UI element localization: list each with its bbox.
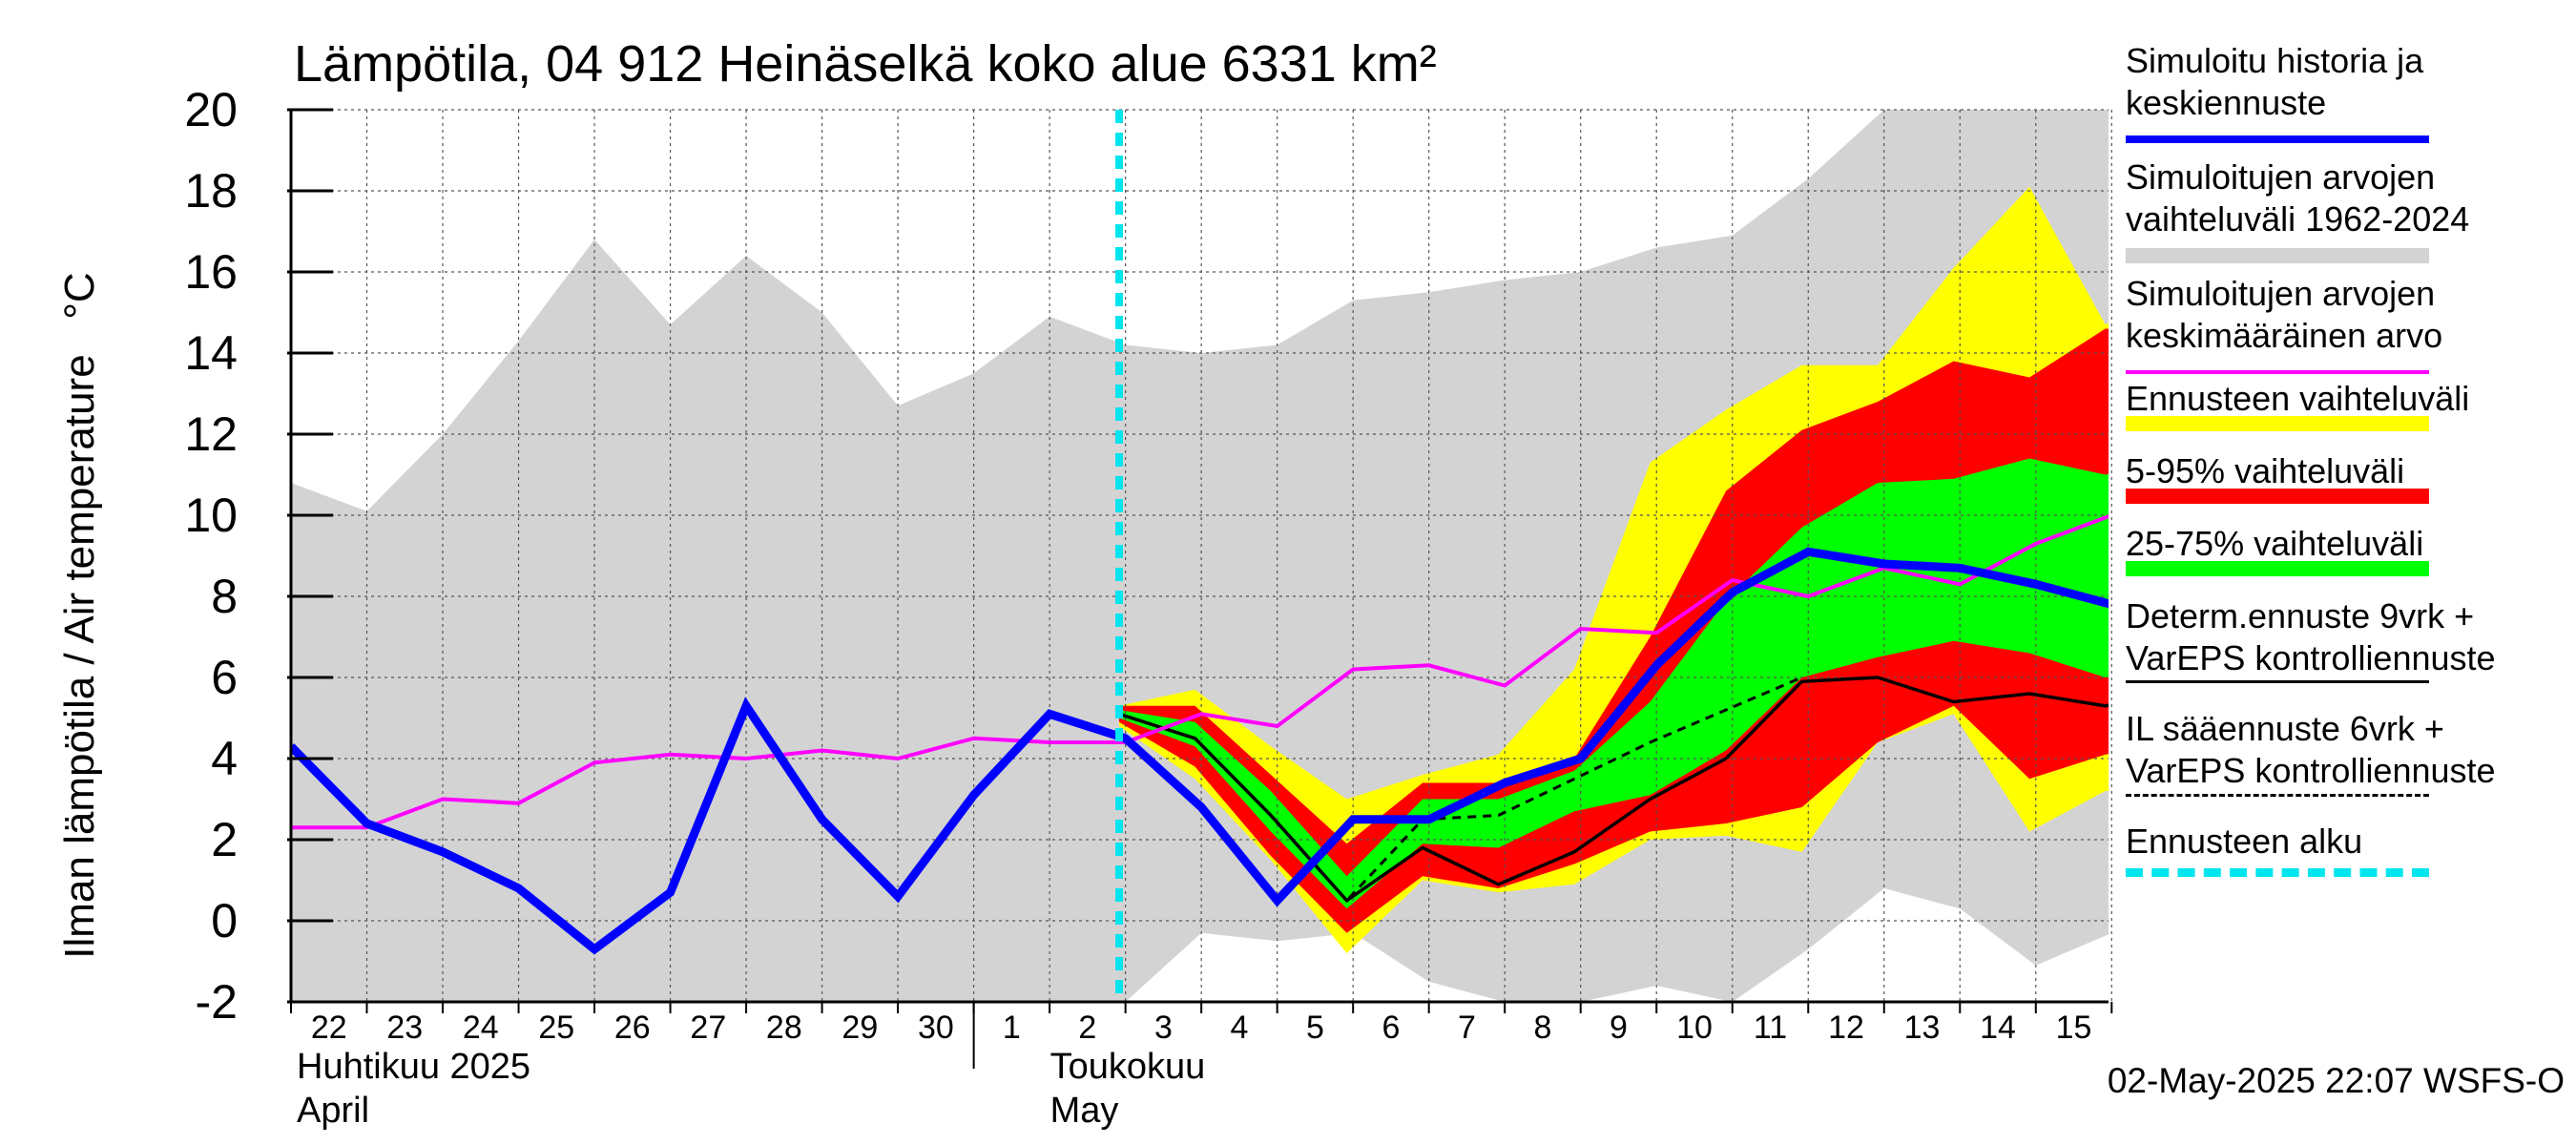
series-il-s-ennuste-6vrk-vareps-kontrolliennuste bbox=[1118, 676, 1803, 904]
legend-swatch bbox=[2126, 370, 2429, 374]
x-tick-label: 3 bbox=[1154, 1010, 1173, 1046]
legend-label: Ennusteen alku bbox=[2126, 822, 2363, 861]
legend-swatch bbox=[2126, 794, 2429, 797]
legend-swatch bbox=[2126, 561, 2429, 576]
y-tick-label: 16 bbox=[184, 245, 238, 299]
series-determ-ennuste-9vrk-vareps-kontrolliennuste bbox=[1118, 676, 2109, 904]
legend-item-simuloitu-historia-ja-keskiennuste: Simuloitu historia ja keskiennuste bbox=[2126, 40, 2570, 143]
month-label-fi: Huhtikuu 2025 bbox=[297, 1047, 530, 1087]
y-tick-label: 6 bbox=[211, 651, 238, 704]
legend-label: Simuloitujen arvojen keskimääräinen arvo bbox=[2126, 274, 2443, 355]
y-tick-label: -2 bbox=[196, 975, 238, 1029]
legend-item-ennusteen-alku: Ennusteen alku bbox=[2126, 821, 2570, 877]
y-tick-label: 12 bbox=[184, 407, 238, 461]
y-axis-label: Ilman lämpötila / Air temperature °C bbox=[56, 272, 103, 958]
legend-item-25-75-vaihteluv-li: 25-75% vaihteluväli bbox=[2126, 523, 2570, 576]
legend-swatch bbox=[2126, 868, 2429, 877]
x-tick-label: 11 bbox=[1754, 1010, 1787, 1046]
legend-swatch bbox=[2126, 489, 2429, 504]
x-tick-label: 7 bbox=[1458, 1010, 1476, 1046]
month-label-en: May bbox=[1050, 1091, 1119, 1131]
x-tick-label: 25 bbox=[538, 1010, 574, 1046]
lines-layer bbox=[291, 110, 2109, 1002]
legend-label: IL sääennuste 6vrk + VarEPS kontrollienn… bbox=[2126, 709, 2496, 790]
x-tick-label: 1 bbox=[1003, 1010, 1021, 1046]
y-tick-label: 0 bbox=[211, 894, 238, 947]
grid-layer bbox=[291, 109, 2112, 1003]
legend-item-simuloitujen-arvojen-vaihteluv-li-1962-2: Simuloitujen arvojen vaihteluväli 1962-2… bbox=[2126, 156, 2570, 263]
x-tick-label: 4 bbox=[1230, 1010, 1248, 1046]
y-tick-label: 2 bbox=[211, 813, 238, 866]
x-tick-label: 27 bbox=[690, 1010, 726, 1046]
legend-swatch bbox=[2126, 416, 2429, 431]
x-tick-label: 15 bbox=[2056, 1010, 2092, 1046]
x-tick-label: 10 bbox=[1676, 1010, 1713, 1046]
legend-swatch bbox=[2126, 135, 2429, 143]
x-tick-label: 12 bbox=[1828, 1010, 1864, 1046]
y-tick-label: 10 bbox=[184, 489, 238, 542]
x-tick-label: 14 bbox=[1980, 1010, 2016, 1046]
x-tick-label: 9 bbox=[1610, 1010, 1628, 1046]
band-25-75-vaihteluv-li bbox=[1119, 458, 2109, 909]
x-tick-label: 13 bbox=[1904, 1010, 1941, 1046]
x-tick-label: 5 bbox=[1306, 1010, 1324, 1046]
month-label-en: April bbox=[297, 1091, 369, 1131]
legend-item-il-s-ennuste-6vrk-vareps-kontrolliennust: IL sääennuste 6vrk + VarEPS kontrollienn… bbox=[2126, 708, 2570, 797]
band-ennusteen-vaihteluv-li bbox=[1119, 186, 2109, 953]
x-tick-label: 2 bbox=[1078, 1010, 1096, 1046]
series-simuloitu-historia-ja-keskiennuste bbox=[291, 547, 2109, 955]
legend-item-5-95-vaihteluv-li: 5-95% vaihteluväli bbox=[2126, 450, 2570, 504]
y-tick-label: 20 bbox=[184, 83, 238, 136]
legend-swatch bbox=[2126, 679, 2429, 683]
legend-label: Simuloitujen arvojen vaihteluväli 1962-2… bbox=[2126, 157, 2470, 239]
band-5-95-vaihteluv-li bbox=[1119, 328, 2109, 933]
chart-title: Lämpötila, 04 912 Heinäselkä koko alue 6… bbox=[294, 35, 1437, 93]
legend-label: 25-75% vaihteluväli bbox=[2126, 524, 2424, 563]
x-tick-label: 30 bbox=[918, 1010, 954, 1046]
series-simuloitujen-arvojen-keskim-r-inen-arvo bbox=[291, 514, 2109, 830]
timestamp-footer: 02-May-2025 22:07 WSFS-O bbox=[2107, 1061, 2565, 1100]
legend-swatch bbox=[2126, 248, 2429, 263]
x-tick-label: 24 bbox=[463, 1010, 499, 1046]
legend-label: 5-95% vaihteluväli bbox=[2126, 451, 2405, 490]
x-tick-label: 23 bbox=[386, 1010, 423, 1046]
legend-item-ennusteen-vaihteluv-li: Ennusteen vaihteluväli bbox=[2126, 378, 2570, 431]
x-tick-label: 8 bbox=[1534, 1010, 1552, 1046]
x-tick-label: 6 bbox=[1381, 1010, 1400, 1046]
bands-layer bbox=[291, 110, 2109, 1002]
x-tick-label: 26 bbox=[614, 1010, 651, 1046]
y-tick-label: 4 bbox=[211, 732, 238, 785]
y-tick-label: 14 bbox=[184, 326, 238, 380]
x-tick-label: 28 bbox=[766, 1010, 802, 1046]
month-label-fi: Toukokuu bbox=[1050, 1047, 1206, 1087]
legend-item-simuloitujen-arvojen-keskim-r-inen-arvo: Simuloitujen arvojen keskimääräinen arvo bbox=[2126, 273, 2570, 374]
legend-label: Determ.ennuste 9vrk + VarEPS kontrollien… bbox=[2126, 596, 2496, 677]
x-tick-label: 22 bbox=[311, 1010, 347, 1046]
y-tick-label: 8 bbox=[211, 570, 238, 623]
legend-item-determ-ennuste-9vrk-vareps-kontrolliennu: Determ.ennuste 9vrk + VarEPS kontrollien… bbox=[2126, 595, 2570, 683]
legend-label: Ennusteen vaihteluväli bbox=[2126, 379, 2470, 418]
legend-label: Simuloitu historia ja keskiennuste bbox=[2126, 41, 2424, 122]
y-tick-label: 18 bbox=[184, 164, 238, 218]
x-tick-label: 29 bbox=[841, 1010, 878, 1046]
